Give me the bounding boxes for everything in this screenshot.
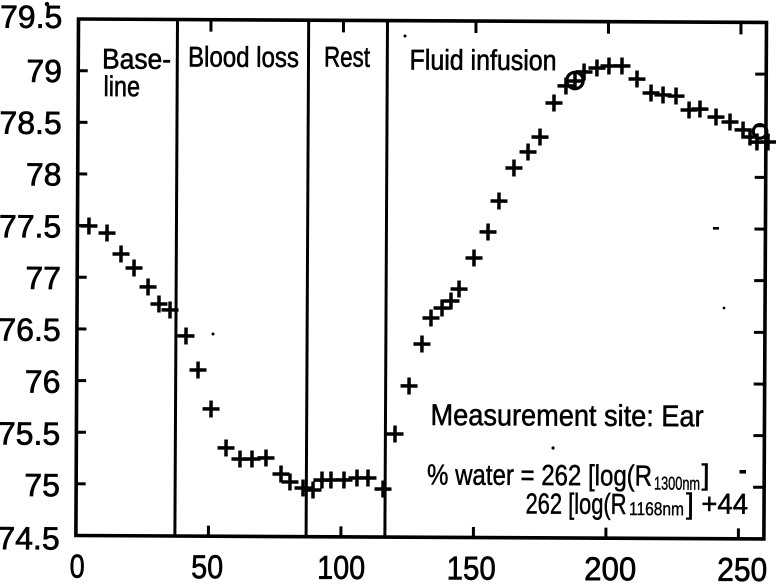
svg-text:78: 78 bbox=[26, 156, 62, 192]
svg-text:75.5: 75.5 bbox=[0, 415, 60, 451]
svg-text:Rest: Rest bbox=[324, 42, 370, 74]
svg-text:74.5: 74.5 bbox=[0, 520, 60, 556]
svg-text:100: 100 bbox=[317, 549, 365, 584]
svg-text:77.5: 77.5 bbox=[0, 208, 61, 244]
svg-text:77: 77 bbox=[25, 260, 61, 296]
svg-text:Blood loss: Blood loss bbox=[188, 41, 299, 74]
svg-text:79.5: 79.5 bbox=[0, 0, 62, 35]
svg-text:75: 75 bbox=[24, 467, 60, 503]
svg-text:200: 200 bbox=[584, 550, 636, 584]
svg-text:]: ] bbox=[701, 459, 709, 491]
svg-text:76.5: 76.5 bbox=[0, 312, 61, 348]
svg-text:% water = 262 [log(R: % water = 262 [log(R bbox=[427, 459, 652, 492]
svg-text:150: 150 bbox=[447, 549, 496, 584]
svg-text:Base-: Base- bbox=[102, 44, 171, 76]
svg-text:Measurement site: Ear: Measurement site: Ear bbox=[431, 399, 704, 433]
svg-text:Fluid infusion: Fluid infusion bbox=[410, 44, 557, 77]
svg-text:76: 76 bbox=[25, 364, 61, 400]
svg-text:1168nm: 1168nm bbox=[629, 498, 684, 519]
svg-text:line: line bbox=[103, 71, 140, 103]
svg-text:262 [log(R: 262 [log(R bbox=[525, 488, 626, 521]
svg-text:50: 50 bbox=[191, 548, 223, 584]
svg-text:] +44: ] +44 bbox=[686, 488, 748, 520]
svg-text:79: 79 bbox=[26, 53, 62, 89]
svg-text:78.5: 78.5 bbox=[0, 105, 62, 141]
svg-text:250: 250 bbox=[717, 551, 767, 584]
svg-text:0: 0 bbox=[70, 547, 85, 584]
svg-text:1300nm: 1300nm bbox=[654, 473, 700, 494]
